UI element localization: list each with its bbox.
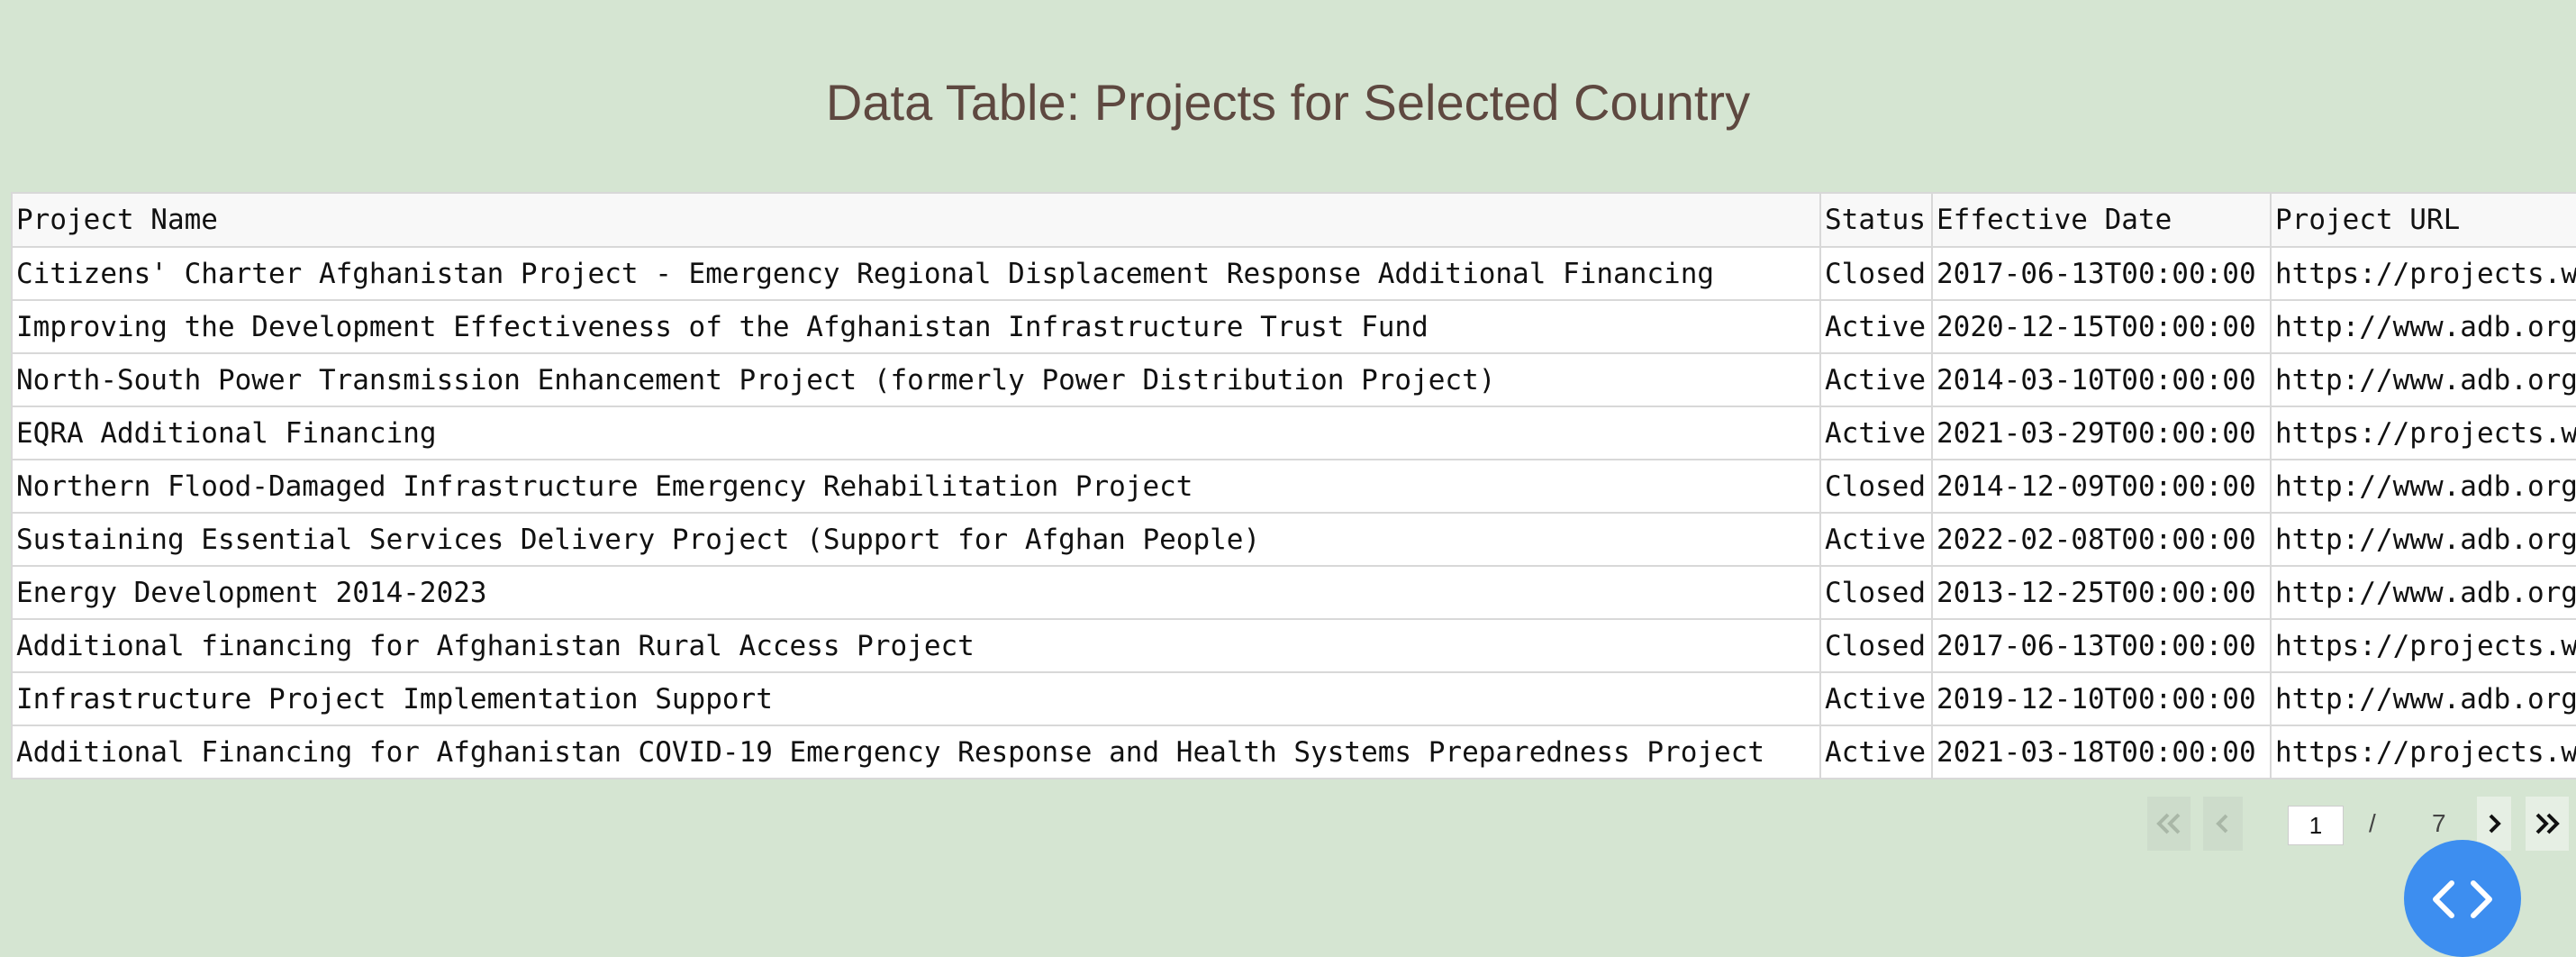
last-page-button[interactable] xyxy=(2526,797,2569,851)
page-title: Data Table: Projects for Selected Countr… xyxy=(825,74,1751,131)
cell-effective-date: 2017-06-13T00:00:00 xyxy=(1931,246,2272,301)
cell-effective-date: 2017-06-13T00:00:00 xyxy=(1931,618,2272,673)
table-row[interactable]: Infrastructure Project Implementation Su… xyxy=(11,671,2576,726)
table-row[interactable]: Additional financing for Afghanistan Rur… xyxy=(11,618,2576,673)
cell-status: Active xyxy=(1819,406,1933,460)
cell-project-url[interactable]: https://projects.w xyxy=(2270,725,2576,779)
table-row[interactable]: Sustaining Essential Services Delivery P… xyxy=(11,512,2576,567)
cell-project-url[interactable]: http://www.adb.org xyxy=(2270,459,2576,514)
cell-effective-date: 2014-12-09T00:00:00 xyxy=(1931,459,2272,514)
cell-project-name[interactable]: Additional financing for Afghanistan Rur… xyxy=(11,618,1821,673)
cell-status: Active xyxy=(1819,671,1933,726)
cell-status: Active xyxy=(1819,299,1933,354)
cell-effective-date: 2022-02-08T00:00:00 xyxy=(1931,512,2272,567)
table-row[interactable]: Energy Development 2014-2023 Closed 2013-1… xyxy=(11,565,2576,620)
chevron-left-icon xyxy=(2216,814,2228,834)
cell-effective-date: 2014-03-10T00:00:00 xyxy=(1931,352,2272,407)
table-row[interactable]: Northern Flood-Damaged Infrastructure Em… xyxy=(11,459,2576,514)
cell-project-url[interactable]: https://projects.w xyxy=(2270,406,2576,460)
cell-project-name[interactable]: EQRA Additional Financing xyxy=(11,406,1821,460)
column-header-status[interactable]: Status xyxy=(1819,192,1933,248)
page-number-input[interactable] xyxy=(2288,806,2344,845)
double-chevron-right-icon xyxy=(2535,813,2560,834)
previous-page-button[interactable] xyxy=(2203,797,2243,851)
cell-project-name[interactable]: Northern Flood-Damaged Infrastructure Em… xyxy=(11,459,1821,514)
cell-status: Closed xyxy=(1819,565,1933,620)
column-header-project-url[interactable]: Project URL xyxy=(2270,192,2576,248)
cell-effective-date: 2019-12-10T00:00:00 xyxy=(1931,671,2272,726)
cell-project-url[interactable]: http://www.adb.org xyxy=(2270,565,2576,620)
projects-table: Project Name Status Effective Date Proje… xyxy=(11,192,2576,779)
cell-project-url[interactable]: http://www.adb.org xyxy=(2270,299,2576,354)
cell-status: Active xyxy=(1819,512,1933,567)
cell-status: Active xyxy=(1819,352,1933,407)
cell-effective-date: 2021-03-29T00:00:00 xyxy=(1931,406,2272,460)
first-page-button[interactable] xyxy=(2147,797,2191,851)
table-header-row: Project Name Status Effective Date Proje… xyxy=(11,192,2576,248)
cell-status: Closed xyxy=(1819,459,1933,514)
double-chevron-left-icon xyxy=(2156,813,2181,834)
cell-project-name[interactable]: Improving the Development Effectiveness … xyxy=(11,299,1821,354)
table-row[interactable]: EQRA Additional Financing Active 2021-03-2… xyxy=(11,406,2576,460)
cell-effective-date: 2020-12-15T00:00:00 xyxy=(1931,299,2272,354)
table-row[interactable]: North-South Power Transmission Enhanceme… xyxy=(11,352,2576,407)
cell-status: Closed xyxy=(1819,618,1933,673)
chevron-right-icon xyxy=(2489,814,2501,834)
column-header-effective-date[interactable]: Effective Date xyxy=(1931,192,2272,248)
cell-project-url[interactable]: http://www.adb.org xyxy=(2270,352,2576,407)
table-body: Citizens' Charter Afghanistan Project - … xyxy=(11,246,2576,779)
table-row[interactable]: Additional Financing for Afghanistan COV… xyxy=(11,725,2576,779)
cell-project-url[interactable]: http://www.adb.org xyxy=(2270,512,2576,567)
cell-project-url[interactable]: http://www.adb.org xyxy=(2270,671,2576,726)
pagination: / 7 xyxy=(2144,797,2576,851)
cell-project-name[interactable]: Infrastructure Project Implementation Su… xyxy=(11,671,1821,726)
cell-status: Closed xyxy=(1819,246,1933,301)
cell-status: Active xyxy=(1819,725,1933,779)
data-table-container: Project Name Status Effective Date Proje… xyxy=(11,192,2576,787)
total-pages: 7 xyxy=(2432,809,2446,837)
code-icon xyxy=(2433,880,2492,918)
table-row[interactable]: Citizens' Charter Afghanistan Project - … xyxy=(11,246,2576,301)
floating-action-button[interactable] xyxy=(2404,840,2521,957)
cell-project-name[interactable]: Energy Development 2014-2023 xyxy=(11,565,1821,620)
cell-project-url[interactable]: https://projects.w xyxy=(2270,618,2576,673)
table-row[interactable]: Improving the Development Effectiveness … xyxy=(11,299,2576,354)
page-separator: / xyxy=(2369,809,2376,837)
column-header-project-name[interactable]: Project Name xyxy=(11,192,1821,248)
cell-effective-date: 2013-12-25T00:00:00 xyxy=(1931,565,2272,620)
cell-effective-date: 2021-03-18T00:00:00 xyxy=(1931,725,2272,779)
cell-project-name[interactable]: Citizens' Charter Afghanistan Project - … xyxy=(11,246,1821,301)
cell-project-url[interactable]: https://projects.w xyxy=(2270,246,2576,301)
cell-project-name[interactable]: Additional Financing for Afghanistan COV… xyxy=(11,725,1821,779)
cell-project-name[interactable]: North-South Power Transmission Enhanceme… xyxy=(11,352,1821,407)
next-page-button[interactable] xyxy=(2477,797,2511,851)
cell-project-name[interactable]: Sustaining Essential Services Delivery P… xyxy=(11,512,1821,567)
